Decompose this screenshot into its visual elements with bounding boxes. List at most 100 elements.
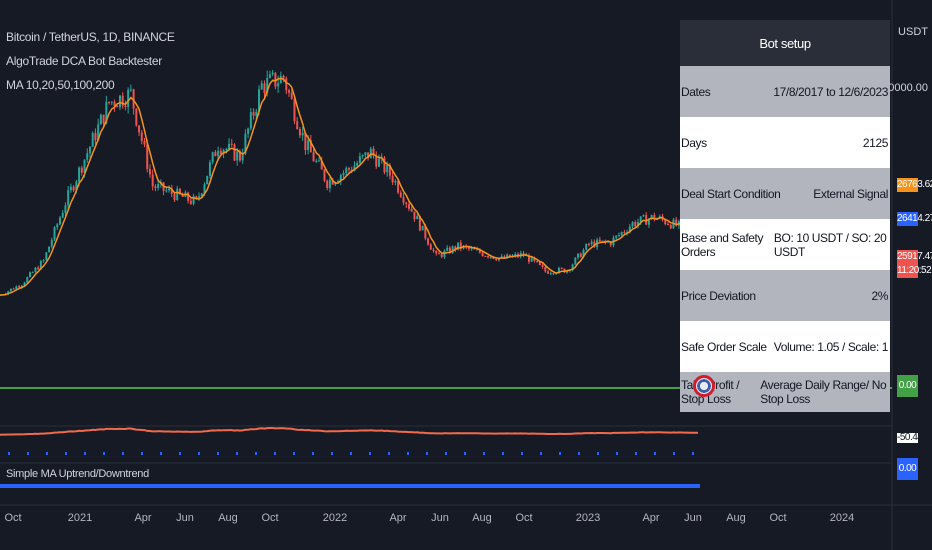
candle-body bbox=[157, 183, 160, 189]
candle-body bbox=[429, 244, 432, 250]
row-value: 2125 bbox=[862, 135, 889, 150]
oscillator-line bbox=[0, 427, 698, 436]
candle-body bbox=[587, 243, 590, 245]
candle-body bbox=[418, 216, 421, 231]
candle-body bbox=[20, 285, 23, 288]
candle-body bbox=[631, 222, 634, 227]
candle-body bbox=[307, 140, 310, 151]
candle-body bbox=[56, 224, 59, 228]
candle-body bbox=[168, 188, 171, 191]
signal-dot bbox=[122, 452, 124, 455]
trend-indicator-title[interactable]: Simple MA Uptrend/Downtrend bbox=[6, 468, 149, 480]
row-value: BO: 10 USDT / SO: 20 USDT bbox=[773, 230, 887, 259]
candle-body bbox=[258, 89, 261, 112]
candle-body bbox=[536, 260, 539, 263]
time-label: Jun bbox=[431, 512, 449, 524]
symbol-title[interactable]: Bitcoin / TetherUS, 1D, BINANCE bbox=[6, 30, 175, 44]
candle-body bbox=[247, 128, 250, 134]
signal-dot bbox=[578, 452, 580, 455]
candle-body bbox=[478, 249, 481, 253]
candle-body bbox=[541, 265, 544, 267]
candle-body bbox=[105, 101, 108, 124]
ma-title[interactable]: MA 10,20,50,100,200 bbox=[6, 78, 115, 92]
signal-dot bbox=[179, 452, 181, 455]
candle-body bbox=[176, 188, 179, 201]
candle-body bbox=[454, 246, 457, 250]
signal-dot bbox=[8, 452, 10, 455]
candle-body bbox=[165, 190, 168, 192]
candle-body bbox=[318, 160, 321, 162]
candle-body bbox=[435, 250, 438, 254]
candle-body bbox=[282, 75, 285, 79]
signal-dot bbox=[692, 452, 694, 455]
candle-body bbox=[495, 258, 498, 261]
signal-dot bbox=[426, 452, 428, 455]
candle-body bbox=[274, 72, 277, 87]
candle-body bbox=[549, 273, 552, 275]
candle-body bbox=[99, 114, 102, 125]
price-badge-ma2: 26414.27 bbox=[897, 212, 932, 226]
candle-body bbox=[203, 184, 206, 194]
time-label: 2024 bbox=[829, 512, 855, 524]
candle-body bbox=[623, 232, 626, 234]
candle-body bbox=[484, 256, 487, 258]
candle-body bbox=[18, 286, 21, 288]
candle-body bbox=[416, 216, 419, 220]
candle-body bbox=[31, 272, 34, 274]
candle-body bbox=[377, 158, 380, 167]
candle-body bbox=[116, 106, 119, 108]
candle-body bbox=[108, 101, 111, 103]
signal-dot bbox=[597, 452, 599, 455]
candle-body bbox=[585, 243, 588, 250]
candle-body bbox=[437, 253, 440, 255]
candle-body bbox=[487, 256, 490, 258]
candle-body bbox=[497, 257, 500, 261]
candle-body bbox=[402, 197, 405, 203]
candle-body bbox=[399, 192, 402, 198]
candle-body bbox=[364, 152, 367, 156]
cursor-marker-icon[interactable] bbox=[693, 375, 715, 397]
candle-body bbox=[394, 180, 397, 183]
row-value: Volume: 1.05 / Scale: 1 bbox=[773, 339, 889, 354]
candle-body bbox=[604, 240, 607, 242]
indicator-title[interactable]: AlgoTrade DCA Bot Backtester bbox=[6, 54, 162, 68]
candle-body bbox=[427, 238, 430, 245]
candle-body bbox=[323, 169, 326, 181]
candle-body bbox=[233, 144, 236, 161]
candle-body bbox=[492, 256, 495, 259]
candle-body bbox=[143, 141, 146, 145]
signal-dot bbox=[559, 452, 561, 455]
candle-body bbox=[312, 152, 315, 162]
time-label: Apr bbox=[389, 512, 407, 524]
candle-body bbox=[12, 288, 15, 290]
candle-body bbox=[421, 225, 424, 231]
time-label: 2022 bbox=[322, 512, 348, 524]
table-row: Safe Order Scale Volume: 1.05 / Scale: 1 bbox=[680, 321, 890, 372]
row-value: Average Daily Range/ No Stop Loss bbox=[760, 378, 887, 406]
signal-dot bbox=[388, 452, 390, 455]
signal-dot bbox=[654, 452, 656, 455]
candle-body bbox=[577, 253, 580, 258]
candle-body bbox=[266, 77, 269, 94]
signal-dot bbox=[369, 452, 371, 455]
candle-body bbox=[260, 83, 263, 90]
row-value: External Signal bbox=[813, 186, 888, 201]
signal-dot bbox=[46, 452, 48, 455]
candle-body bbox=[590, 241, 593, 245]
candle-body bbox=[200, 193, 203, 197]
candle-body bbox=[124, 105, 127, 108]
candle-body bbox=[64, 205, 67, 213]
candle-body bbox=[560, 267, 563, 269]
candle-body bbox=[361, 155, 364, 157]
signal-dot bbox=[65, 452, 67, 455]
signal-dot bbox=[255, 452, 257, 455]
candle-body bbox=[192, 196, 195, 204]
candle-body bbox=[579, 253, 582, 258]
candle-body bbox=[476, 249, 479, 251]
candle-body bbox=[293, 99, 296, 122]
row-label: Dates bbox=[681, 84, 711, 99]
candle-body bbox=[557, 267, 560, 273]
signal-dot bbox=[84, 452, 86, 455]
candle-body bbox=[58, 217, 61, 225]
table-row: Price Deviation 2% bbox=[680, 270, 890, 321]
